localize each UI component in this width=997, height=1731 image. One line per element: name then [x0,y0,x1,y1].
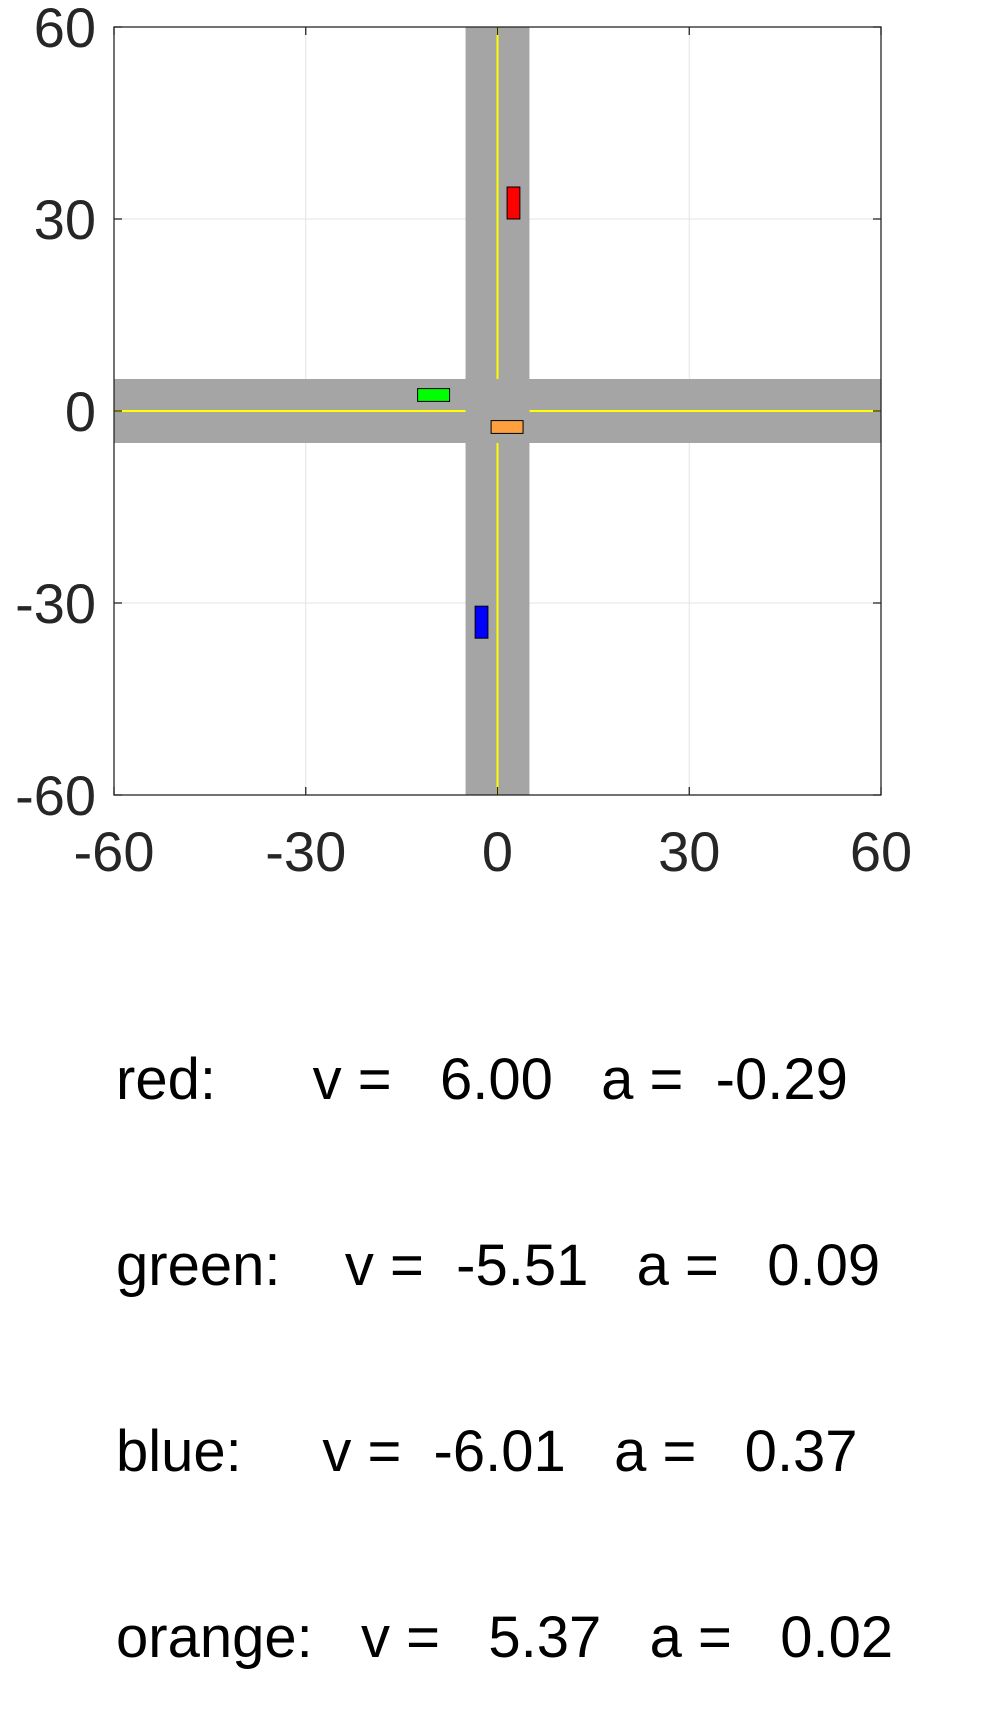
y-tick-labels: -60 -30 0 30 60 [15,0,96,827]
y-tick-label: 0 [65,380,96,443]
intersection-plot: -60 -30 0 30 60 -60 -30 0 30 60 [15,0,913,883]
vehicle-blue [474,605,489,639]
vehicle-status-panel: red: v = 6.00 a = -0.29 green: v = -5.51… [116,925,893,1731]
roads [114,27,881,795]
y-tick-label: -60 [15,764,96,827]
x-tick-labels: -60 -30 0 30 60 [74,820,913,883]
x-tick-label: -60 [74,820,155,883]
vehicle-orange [490,420,524,434]
vehicle-red [506,186,521,220]
status-line-orange: orange: v = 5.37 a = 0.02 [116,1605,894,1670]
status-line-red: red: v = 6.00 a = -0.29 [116,1047,848,1112]
axis-ticks [113,26,882,796]
status-line-blue: blue: v = -6.01 a = 0.37 [116,1419,858,1484]
x-tick-label: 60 [850,820,912,883]
status-line-green: green: v = -5.51 a = 0.09 [116,1233,881,1298]
y-tick-label: -30 [15,572,96,635]
x-tick-label: 0 [482,820,513,883]
y-tick-label: 60 [34,0,96,59]
x-tick-label: 30 [658,820,720,883]
y-tick-label: 30 [34,188,96,251]
vehicles [417,186,524,639]
x-tick-label: -30 [265,820,346,883]
vehicle-green [417,388,451,402]
